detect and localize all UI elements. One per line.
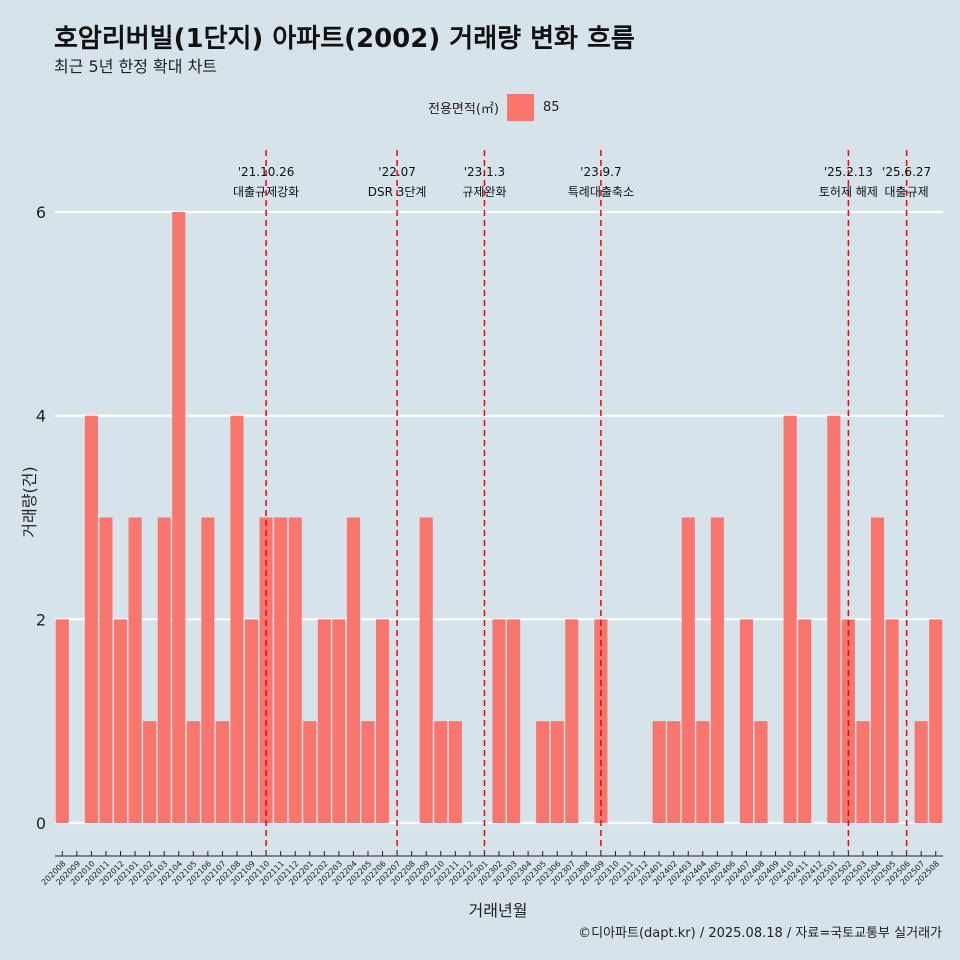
chart-title: 호암리버빌(1단지) 아파트(2002) 거래량 변화 흐름 bbox=[54, 24, 635, 54]
bar bbox=[929, 619, 943, 823]
x-axis-label: 거래년월 bbox=[468, 901, 528, 920]
bar bbox=[84, 415, 98, 823]
legend-swatch bbox=[506, 93, 534, 121]
bar bbox=[754, 721, 768, 823]
bar bbox=[346, 517, 360, 823]
legend: 전용면적(㎡) 85 bbox=[428, 93, 560, 121]
bar bbox=[783, 415, 797, 823]
y-tick-label: 6 bbox=[36, 203, 46, 222]
event-date-label: '21.10.26 bbox=[238, 165, 295, 179]
bar bbox=[375, 619, 390, 823]
event-name-label: 특례대출축소 bbox=[568, 185, 634, 199]
legend-title: 전용면적(㎡) bbox=[428, 101, 499, 117]
bar bbox=[419, 517, 433, 823]
y-tick-label: 4 bbox=[36, 407, 46, 426]
bar bbox=[113, 619, 128, 823]
bar bbox=[244, 619, 259, 823]
bar bbox=[827, 415, 841, 823]
bar bbox=[798, 619, 812, 823]
bar bbox=[492, 619, 506, 823]
bar bbox=[55, 619, 69, 823]
bar bbox=[870, 517, 885, 823]
bar bbox=[332, 619, 346, 823]
event-date-label: '23.9.7 bbox=[580, 165, 621, 179]
event-date-label: '25.2.13 bbox=[824, 165, 873, 179]
event-name-label: DSR 3단계 bbox=[368, 185, 427, 199]
event-name-label: 대출규제 bbox=[885, 185, 929, 199]
bar bbox=[317, 619, 331, 823]
bar bbox=[143, 721, 157, 823]
bar bbox=[652, 721, 666, 823]
source-caption: ©디아파트(dapt.kr) / 2025.08.18 / 자료=국토교통부 실… bbox=[578, 926, 942, 941]
bar bbox=[667, 721, 681, 823]
bar bbox=[99, 517, 113, 823]
bar bbox=[215, 721, 229, 823]
bar bbox=[230, 415, 244, 823]
bar bbox=[507, 619, 521, 823]
event-date-label: '22.07 bbox=[378, 165, 416, 179]
bar bbox=[434, 721, 448, 823]
event-name-label: 규제완화 bbox=[462, 185, 506, 199]
y-tick-label: 0 bbox=[36, 814, 46, 833]
bar bbox=[696, 721, 710, 823]
bar bbox=[157, 517, 171, 823]
legend-label: 85 bbox=[542, 99, 560, 115]
bar bbox=[361, 721, 375, 823]
bar bbox=[550, 721, 564, 823]
bar bbox=[885, 619, 899, 823]
y-axis-label: 거래량(건) bbox=[20, 466, 39, 538]
bar bbox=[914, 721, 928, 823]
bar bbox=[303, 721, 317, 823]
bar bbox=[536, 721, 550, 823]
event-name-label: 대출규제강화 bbox=[233, 185, 299, 199]
bar bbox=[186, 721, 200, 823]
event-date-label: '25.6.27 bbox=[882, 165, 931, 179]
event-name-label: 토허제 해제 bbox=[819, 185, 878, 199]
bar bbox=[172, 212, 186, 823]
bar bbox=[274, 517, 288, 823]
event-date-label: '23.1.3 bbox=[464, 165, 505, 179]
y-tick-label: 2 bbox=[36, 610, 46, 629]
bar bbox=[288, 517, 302, 823]
bar bbox=[856, 721, 870, 823]
chart-subtitle: 최근 5년 한정 확대 차트 bbox=[54, 57, 218, 76]
bar bbox=[128, 517, 142, 823]
bar bbox=[681, 517, 695, 823]
bar bbox=[710, 517, 724, 823]
bar bbox=[201, 517, 215, 823]
bar bbox=[565, 619, 579, 823]
bar bbox=[739, 619, 754, 823]
bar bbox=[448, 721, 462, 823]
